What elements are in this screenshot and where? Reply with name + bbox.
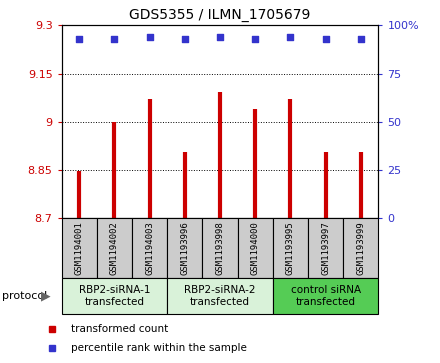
Bar — [238, 218, 273, 278]
Bar — [202, 218, 238, 278]
Text: percentile rank within the sample: percentile rank within the sample — [71, 343, 247, 354]
Text: control siRNA
transfected: control siRNA transfected — [290, 285, 361, 307]
Text: GSM1193996: GSM1193996 — [180, 221, 189, 275]
Point — [322, 36, 329, 42]
Text: GSM1194003: GSM1194003 — [145, 221, 154, 275]
Text: GSM1194000: GSM1194000 — [251, 221, 260, 275]
Bar — [308, 218, 343, 278]
Bar — [97, 218, 132, 278]
Text: transformed count: transformed count — [71, 323, 169, 334]
Text: ▶: ▶ — [41, 289, 51, 302]
Text: GSM1193999: GSM1193999 — [356, 221, 365, 275]
Point — [76, 36, 83, 42]
Title: GDS5355 / ILMN_1705679: GDS5355 / ILMN_1705679 — [129, 8, 311, 22]
Bar — [62, 278, 167, 314]
Text: GSM1193995: GSM1193995 — [286, 221, 295, 275]
Point — [111, 36, 118, 42]
Bar — [273, 278, 378, 314]
Bar — [167, 218, 202, 278]
Point — [216, 34, 224, 40]
Point — [357, 36, 364, 42]
Point — [287, 34, 294, 40]
Text: GSM1193997: GSM1193997 — [321, 221, 330, 275]
Text: RBP2-siRNA-1
transfected: RBP2-siRNA-1 transfected — [79, 285, 150, 307]
Bar — [167, 278, 273, 314]
Text: GSM1194002: GSM1194002 — [110, 221, 119, 275]
Text: GSM1194001: GSM1194001 — [75, 221, 84, 275]
Bar — [62, 218, 97, 278]
Bar — [273, 218, 308, 278]
Text: protocol: protocol — [2, 291, 48, 301]
Bar — [343, 218, 378, 278]
Text: RBP2-siRNA-2
transfected: RBP2-siRNA-2 transfected — [184, 285, 256, 307]
Point — [146, 34, 153, 40]
Bar — [132, 218, 167, 278]
Point — [181, 36, 188, 42]
Text: GSM1193998: GSM1193998 — [216, 221, 224, 275]
Point — [252, 36, 259, 42]
